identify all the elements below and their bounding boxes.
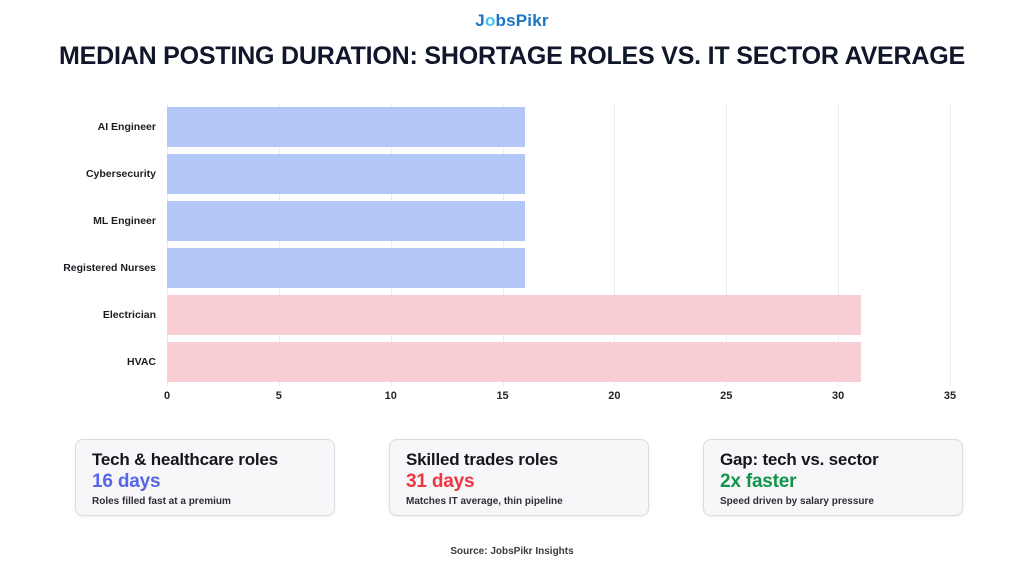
gridline — [167, 103, 168, 386]
category-label: ML Engineer — [93, 214, 156, 227]
gridline — [950, 103, 951, 386]
source-note: Source: JobsPikr Insights — [450, 546, 574, 557]
card-gap: Gap: tech vs. sector 2x faster Speed dri… — [703, 439, 963, 516]
bar-hvac — [167, 342, 861, 383]
gridline — [614, 103, 616, 386]
plot-area — [167, 103, 951, 386]
card-subtitle: Roles filled fast at a premium — [92, 496, 231, 507]
card-title: Tech & healthcare roles — [92, 450, 278, 469]
category-label: Electrician — [102, 309, 156, 322]
x-tick-label: 35 — [943, 390, 957, 402]
card-subtitle: Matches IT average, thin pipeline — [406, 496, 563, 507]
logo-text-j: J — [475, 11, 485, 30]
category-label: HVAC — [127, 356, 156, 369]
card-value: 2x faster — [720, 471, 797, 492]
gridline — [726, 103, 728, 386]
card-tech-healthcare: Tech & healthcare roles 16 days Roles fi… — [75, 439, 335, 516]
card-title: Gap: tech vs. sector — [720, 450, 879, 469]
x-tick-label: 20 — [608, 390, 621, 402]
logo-text-rest: bsPikr — [495, 11, 549, 30]
logo-o-icon: o — [484, 11, 496, 30]
category-label: Cybersecurity — [85, 167, 156, 180]
gridline — [390, 103, 392, 386]
page-title: MEDIAN POSTING DURATION: SHORTAGE ROLES … — [59, 42, 965, 70]
x-tick-label: 30 — [832, 390, 845, 402]
bar-electrician — [167, 295, 861, 336]
x-tick-label: 25 — [720, 390, 733, 402]
card-value: 31 days — [406, 471, 475, 492]
x-tick-label: 0 — [163, 390, 171, 402]
card-value: 16 days — [92, 471, 161, 492]
gridline — [278, 103, 280, 386]
summary-cards: Tech & healthcare roles 16 days Roles fi… — [75, 439, 963, 516]
bar-registered-nurses — [167, 248, 525, 289]
category-label: Registered Nurses — [63, 262, 156, 275]
x-tick-label: 15 — [496, 390, 509, 402]
bar-ai-engineer — [167, 106, 525, 147]
bar-cybersecurity — [167, 153, 525, 194]
card-subtitle: Speed driven by salary pressure — [720, 496, 874, 507]
card-skilled-trades: Skilled trades roles 31 days Matches IT … — [389, 439, 649, 516]
x-tick-label: 5 — [275, 390, 282, 402]
category-label: AI Engineer — [97, 120, 156, 133]
jobspikr-logo: JobsPikr — [0, 11, 1024, 31]
gridline — [502, 103, 504, 386]
gridline — [838, 103, 840, 386]
x-tick-label: 10 — [384, 390, 397, 402]
card-title: Skilled trades roles — [406, 450, 558, 469]
bar-ml-engineer — [167, 200, 525, 241]
